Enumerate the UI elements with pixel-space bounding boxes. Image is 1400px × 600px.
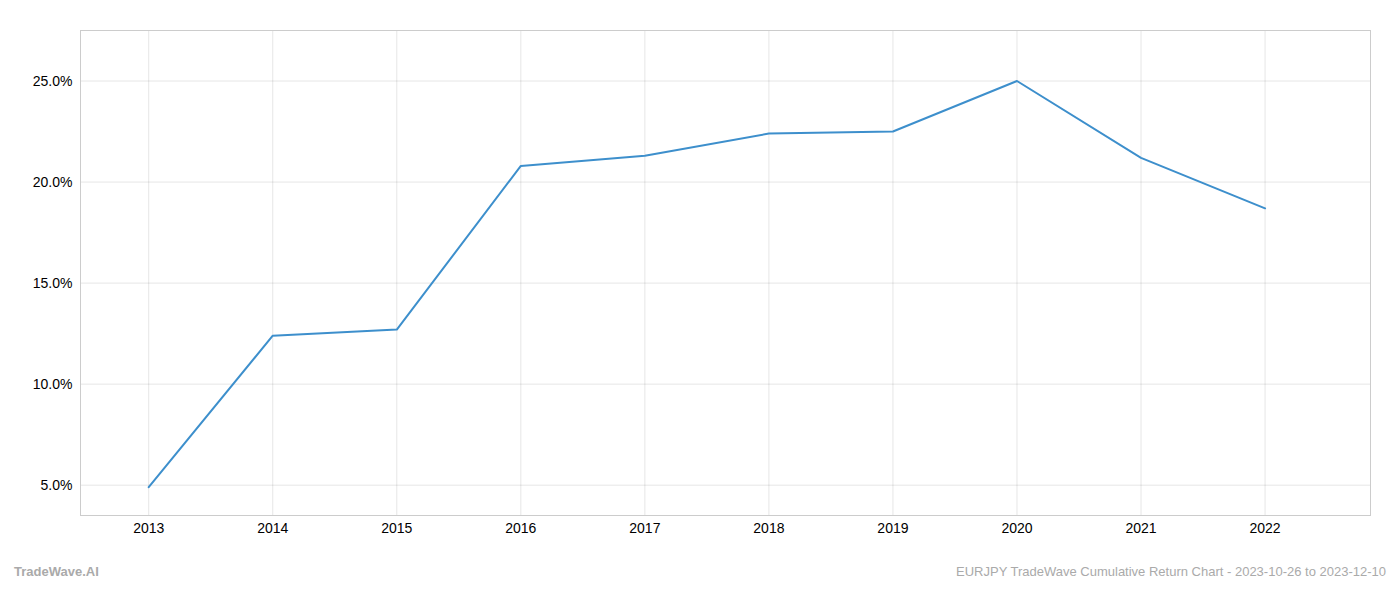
svg-text:2020: 2020 (1001, 520, 1032, 536)
svg-text:15.0%: 15.0% (33, 275, 73, 291)
svg-text:2016: 2016 (505, 520, 536, 536)
svg-text:2014: 2014 (257, 520, 288, 536)
svg-text:2022: 2022 (1249, 520, 1280, 536)
svg-text:2015: 2015 (381, 520, 412, 536)
svg-text:2018: 2018 (753, 520, 784, 536)
html-text:EURJPY TradeWave Cumulative Re: EURJPY TradeWave Cumulative Return Chart… (956, 564, 1386, 579)
html-text:TradeWave.AI: TradeWave.AI (14, 564, 99, 579)
svg-text:20.0%: 20.0% (33, 174, 73, 190)
svg-text:2017: 2017 (629, 520, 660, 536)
svg-text:2021: 2021 (1125, 520, 1156, 536)
svg-text:25.0%: 25.0% (33, 73, 73, 89)
svg-text:2013: 2013 (133, 520, 164, 536)
svg-text:10.0%: 10.0% (33, 376, 73, 392)
svg-text:5.0%: 5.0% (41, 477, 73, 493)
svg-text:2019: 2019 (877, 520, 908, 536)
